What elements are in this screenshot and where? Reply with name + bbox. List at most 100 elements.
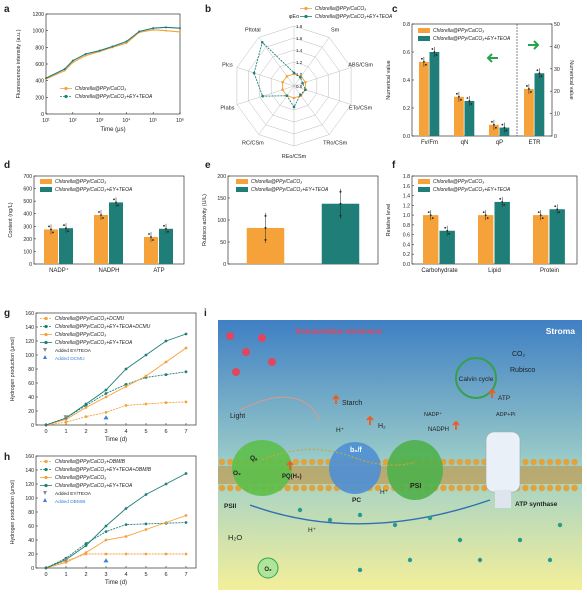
increase-arrow-icon (332, 394, 340, 404)
y-tick-label: 0.0 (403, 262, 410, 268)
legend-marker (64, 94, 68, 99)
electron-icon (232, 368, 240, 376)
radar-point (304, 88, 307, 92)
data-point (164, 26, 167, 29)
lipid-head (464, 484, 472, 492)
lipid-head (530, 458, 537, 466)
data-point (44, 423, 48, 427)
data-point (104, 552, 108, 556)
legend-label: Chlorella@PPy/CaCO₃+EY+TEOA (433, 187, 511, 193)
legend-label: Chlorella@PPy/CaCO₃ (75, 86, 126, 92)
replicate-dot (339, 214, 342, 217)
x-tick-label: 2 (84, 429, 87, 435)
radar-spoke (293, 85, 330, 135)
starch-label: Starch (342, 400, 362, 407)
replicate-dot (100, 214, 102, 216)
replicate-dot (470, 103, 473, 105)
data-point (98, 49, 101, 52)
co2-label: CO₂ (512, 351, 526, 358)
data-point (138, 30, 141, 33)
lipid-head (538, 458, 545, 466)
data-point (184, 400, 188, 404)
lipid-head (563, 484, 570, 492)
legend-label: Chlorella@PPy/CaCO₃+EY+TEOA+DCMU (55, 324, 151, 330)
bar (159, 228, 173, 264)
lipid-head (227, 484, 234, 492)
increase-arrow-icon (286, 460, 294, 470)
legend-marker (44, 483, 48, 488)
h2o-label: H₂O (228, 533, 242, 542)
y-tick-label: 40 (28, 538, 34, 544)
data-point (124, 552, 128, 556)
replicate-dot (466, 97, 469, 99)
added-marker-icon (103, 558, 109, 563)
legend-triangle-icon (43, 491, 47, 495)
left-arrow-icon (486, 53, 498, 63)
psii-label: PSII (224, 503, 236, 510)
replicate-dot (458, 95, 460, 98)
y-tick-label: 0.6 (403, 233, 410, 239)
bar (419, 61, 429, 136)
y-tick-label: 700 (23, 174, 32, 180)
bar (524, 88, 534, 136)
legend-marker (44, 467, 48, 472)
electron-icon (242, 348, 250, 356)
x-tick-label: qN (461, 140, 469, 146)
atp-synthase-label: ATP synthase (515, 501, 558, 508)
x-tick-label: 7 (184, 429, 187, 435)
replicate-dot (148, 233, 150, 235)
y-tick-label: 100 (25, 353, 34, 359)
lipid-head (456, 484, 463, 492)
data-point (104, 538, 108, 542)
lipid-head (555, 458, 562, 466)
lipid-head (481, 484, 488, 492)
x-tick-label: Lipid (488, 268, 501, 274)
lipid-head (546, 484, 554, 492)
data-point (111, 45, 114, 48)
x-tick-label: 10⁶ (176, 118, 184, 124)
radar-ring-label: 1.6 (296, 36, 303, 41)
y-tick-label: 140 (25, 325, 34, 331)
replicate-dot (528, 88, 530, 90)
lipid-head (522, 458, 529, 466)
replicate-dot (427, 211, 430, 214)
data-point (125, 42, 128, 45)
legend-label: Chlorella@PPy/CaCO₃ (315, 6, 366, 12)
x-tick-label: 10⁴ (122, 118, 130, 124)
legend-swatch (418, 179, 430, 184)
bar (429, 52, 440, 136)
y-tick-label: 1000 (32, 29, 44, 35)
y-tick-label: 300 (23, 224, 32, 230)
radar-spoke (236, 67, 295, 87)
radar-ring-label: 1.4 (296, 48, 303, 53)
proton-icon (477, 557, 483, 563)
radar-point (281, 80, 284, 84)
lipid-head (555, 484, 562, 492)
data-point (44, 566, 48, 570)
y-tick-label: 0 (29, 262, 32, 268)
legend-label: Chlorella@PPy/CaCO₃ (251, 179, 302, 185)
y-tick-label: 400 (23, 212, 32, 218)
y-axis-label: Hydrogen production (μmol) (10, 480, 16, 545)
lipid-head (563, 458, 570, 466)
replicate-dot (501, 123, 504, 126)
legend-swatch (418, 36, 430, 41)
data-point (124, 404, 128, 407)
pq-label: PQ(H₂) (282, 474, 302, 480)
x-tick-label: 4 (124, 429, 127, 435)
y-tick-label: 50 (220, 240, 226, 246)
y2-tick-label: 10 (554, 112, 560, 118)
replicate-dot (456, 92, 458, 95)
data-point (184, 521, 188, 524)
data-point (104, 392, 108, 395)
lipid-head (317, 458, 324, 466)
y-tick-label: 100 (217, 218, 226, 224)
bar (423, 215, 439, 264)
panel-label: b (205, 4, 211, 15)
data-point (184, 370, 188, 374)
legend-label: Chlorella@PPy/CaCO₃ (433, 28, 484, 34)
data-point (104, 388, 108, 392)
legend-label: Chlorella@PPy/CaCO₃+EY+TEOA (433, 36, 511, 42)
proton-icon (392, 522, 398, 528)
lipid-head (292, 458, 299, 466)
